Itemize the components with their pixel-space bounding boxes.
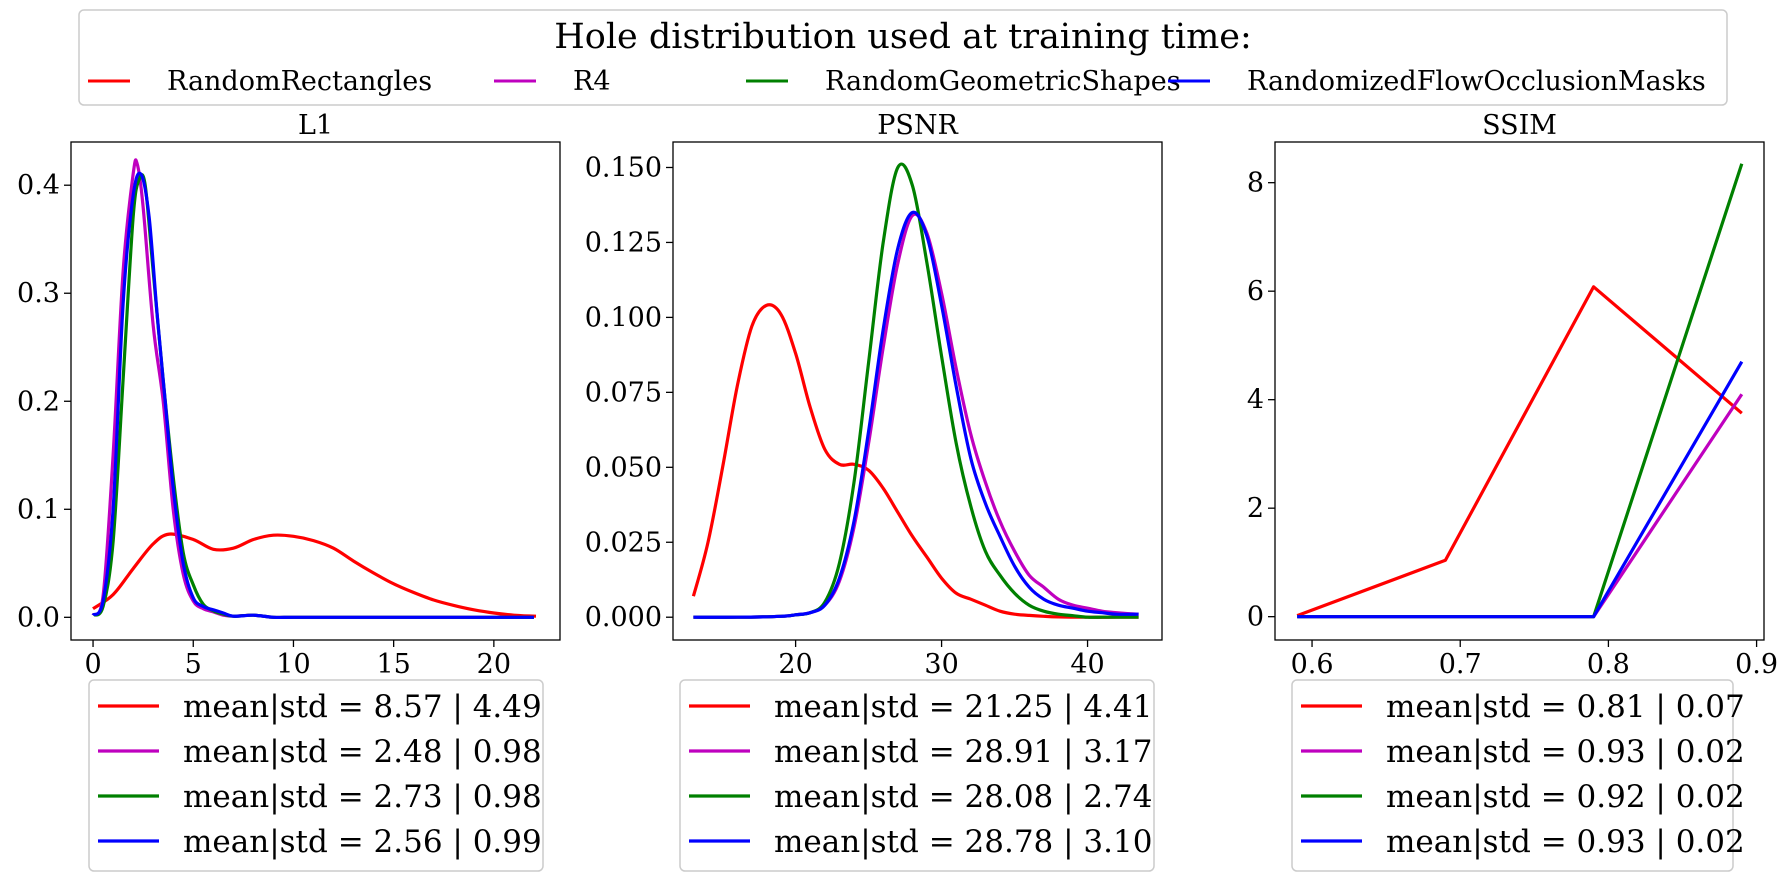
chart-psnr: PSNR 20 30 40 0.000 0.025 0.050 0.075 0.100 0.125…: [585, 110, 1163, 872]
axes-frame: [1274, 141, 1765, 641]
legend-entry-r4: R4: [494, 66, 611, 97]
x-tick-label: 0.7: [1439, 649, 1482, 680]
series-group: [691, 162, 1139, 619]
series-line-r4: [91, 158, 534, 620]
x-tick-label: 40: [1070, 649, 1104, 680]
x-tick-label: 30: [924, 649, 958, 680]
stats-legend-label: mean|std = 8.57 | 4.49: [183, 689, 542, 725]
y-tick-label: 2: [1247, 493, 1264, 524]
y-tick-label: 0.0: [17, 602, 60, 633]
y-tick-label: 0.4: [17, 170, 60, 201]
legend-label: RandomRectangles: [167, 66, 432, 97]
chart-title: L1: [298, 110, 333, 141]
series-line-randomgeometricshapes: [91, 173, 534, 620]
series-line-randomrectangles: [1296, 285, 1743, 618]
legend-entries: RandomRectangles R4 RandomGeometricShapes R…: [88, 66, 1706, 97]
stats-legend-label: mean|std = 28.08 | 2.74: [774, 779, 1152, 815]
legend-label: R4: [573, 66, 611, 97]
legend-label: RandomGeometricShapes: [825, 66, 1181, 97]
series-line-randomizedflowocclusionmasks: [693, 210, 1139, 619]
series-line-randomgeometricshapes: [1297, 163, 1744, 619]
stats-legend: mean|std = 0.81 | 0.07 mean|std = 0.93 | …: [1291, 679, 1745, 872]
series-line-r4: [1297, 393, 1744, 619]
stats-legend-label: mean|std = 0.81 | 0.07: [1386, 689, 1745, 725]
y-tick-label: 0.150: [585, 152, 662, 183]
x-tick-label: 0: [84, 649, 101, 680]
x-tick-label: 15: [376, 649, 410, 680]
y-tick-label: 0.125: [585, 227, 662, 258]
legend-entry-randomgeometricshapes: RandomGeometricShapes: [746, 66, 1181, 97]
y-tick-label: 6: [1247, 276, 1264, 307]
chart-ssim: SSIM 0.6 0.7 0.8 0.9 0 2 4 6 8 mean|std = 0.81 | 0…: [1247, 110, 1778, 872]
stats-legend-label: mean|std = 28.78 | 3.10: [774, 824, 1152, 860]
series-group: [91, 158, 537, 620]
x-tick-label: 10: [276, 649, 310, 680]
x-tick-label: 0.9: [1735, 649, 1778, 680]
stats-legend-frame: [1291, 679, 1734, 872]
series-line-randomrectangles: [92, 532, 537, 618]
stats-legend-label: mean|std = 21.25 | 4.41: [774, 689, 1152, 725]
series-line-randomizedflowocclusionmasks: [91, 171, 534, 620]
stats-legend-label: mean|std = 0.92 | 0.02: [1386, 779, 1745, 815]
x-tick-label: 0.8: [1587, 649, 1630, 680]
x-tick-label: 0.6: [1291, 649, 1334, 680]
x-tick-label: 5: [185, 649, 202, 680]
y-tick-label: 0.075: [585, 377, 662, 408]
stats-legend-label: mean|std = 0.93 | 0.02: [1386, 734, 1745, 770]
stats-legend-frame: [679, 679, 1155, 872]
series-line-randomizedflowocclusionmasks: [1297, 360, 1744, 619]
stats-legend-frame: [88, 679, 544, 872]
legend-entry-randomrectangles: RandomRectangles: [88, 66, 432, 97]
top-legend-frame: [78, 9, 1728, 106]
y-tick-label: 0.050: [585, 452, 662, 483]
stats-legend-label: mean|std = 2.48 | 0.98: [183, 734, 542, 770]
axes-frame: [70, 141, 561, 641]
series-line-r4: [693, 212, 1139, 619]
chart-title: SSIM: [1482, 110, 1557, 141]
top-legend: Hole distribution used at training time:…: [78, 9, 1728, 106]
series-line-randomgeometricshapes: [693, 162, 1139, 619]
series-group: [1296, 163, 1744, 619]
y-tick-label: 0.025: [585, 527, 662, 558]
stats-legend-label: mean|std = 0.93 | 0.02: [1386, 824, 1745, 860]
x-tick-label: 20: [778, 649, 812, 680]
x-tick-label: 20: [477, 649, 511, 680]
legend-label: RandomizedFlowOcclusionMasks: [1247, 66, 1706, 97]
y-tick-label: 0.100: [585, 302, 662, 333]
stats-legend: mean|std = 21.25 | 4.41 mean|std = 28.91 …: [679, 679, 1155, 872]
axes-frame: [672, 141, 1163, 641]
y-tick-label: 0: [1247, 602, 1264, 633]
stats-legend-label: mean|std = 28.91 | 3.17: [774, 734, 1152, 770]
y-tick-label: 0.1: [17, 494, 60, 525]
y-tick-label: 8: [1247, 168, 1264, 199]
y-tick-label: 0.2: [17, 386, 60, 417]
stats-legend: mean|std = 8.57 | 4.49 mean|std = 2.48 | …: [88, 679, 544, 872]
stats-legend-label: mean|std = 2.73 | 0.98: [183, 779, 542, 815]
legend-title: Hole distribution used at training time:: [554, 17, 1252, 57]
series-line-randomrectangles: [691, 303, 1139, 619]
legend-entry-randomizedflowocclusionmasks: RandomizedFlowOcclusionMasks: [1168, 66, 1706, 97]
y-tick-label: 0.000: [585, 602, 662, 633]
stats-legend-label: mean|std = 2.56 | 0.99: [183, 824, 542, 860]
chart-title: PSNR: [877, 110, 958, 141]
y-tick-label: 0.3: [17, 278, 60, 309]
y-tick-label: 4: [1247, 385, 1264, 416]
chart-l1: L1 0 5 10 15 20 0.0 0.1 0.2 0.3 0.4 mean|std = 8.57…: [17, 110, 561, 872]
